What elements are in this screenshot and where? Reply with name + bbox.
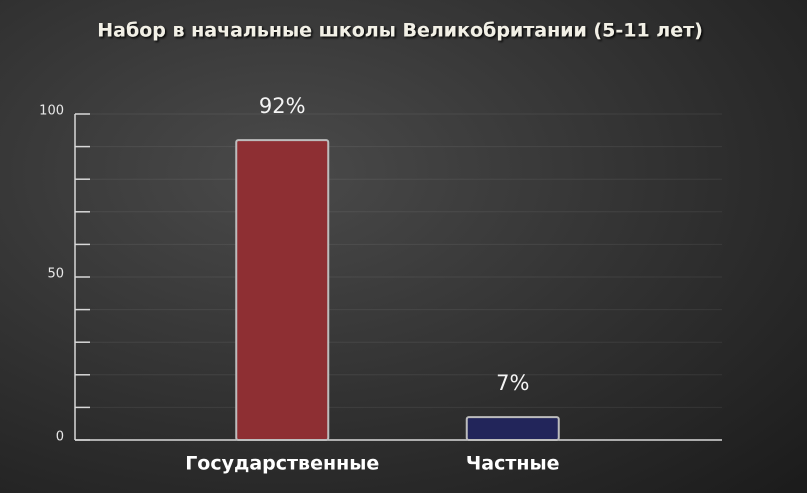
y-tick-label: 0 [56, 430, 64, 445]
x-tick-label: Государственные [185, 453, 379, 475]
y-tick-label: 50 [47, 267, 64, 282]
value-label: 7% [496, 371, 529, 395]
y-tick-label: 100 [39, 104, 64, 119]
bar [465, 416, 560, 441]
value-label: 92% [259, 94, 306, 118]
chart-title: Набор в начальные школы Великобритании (… [97, 20, 703, 42]
bar [235, 139, 330, 442]
x-tick-label: Частные [466, 453, 560, 475]
